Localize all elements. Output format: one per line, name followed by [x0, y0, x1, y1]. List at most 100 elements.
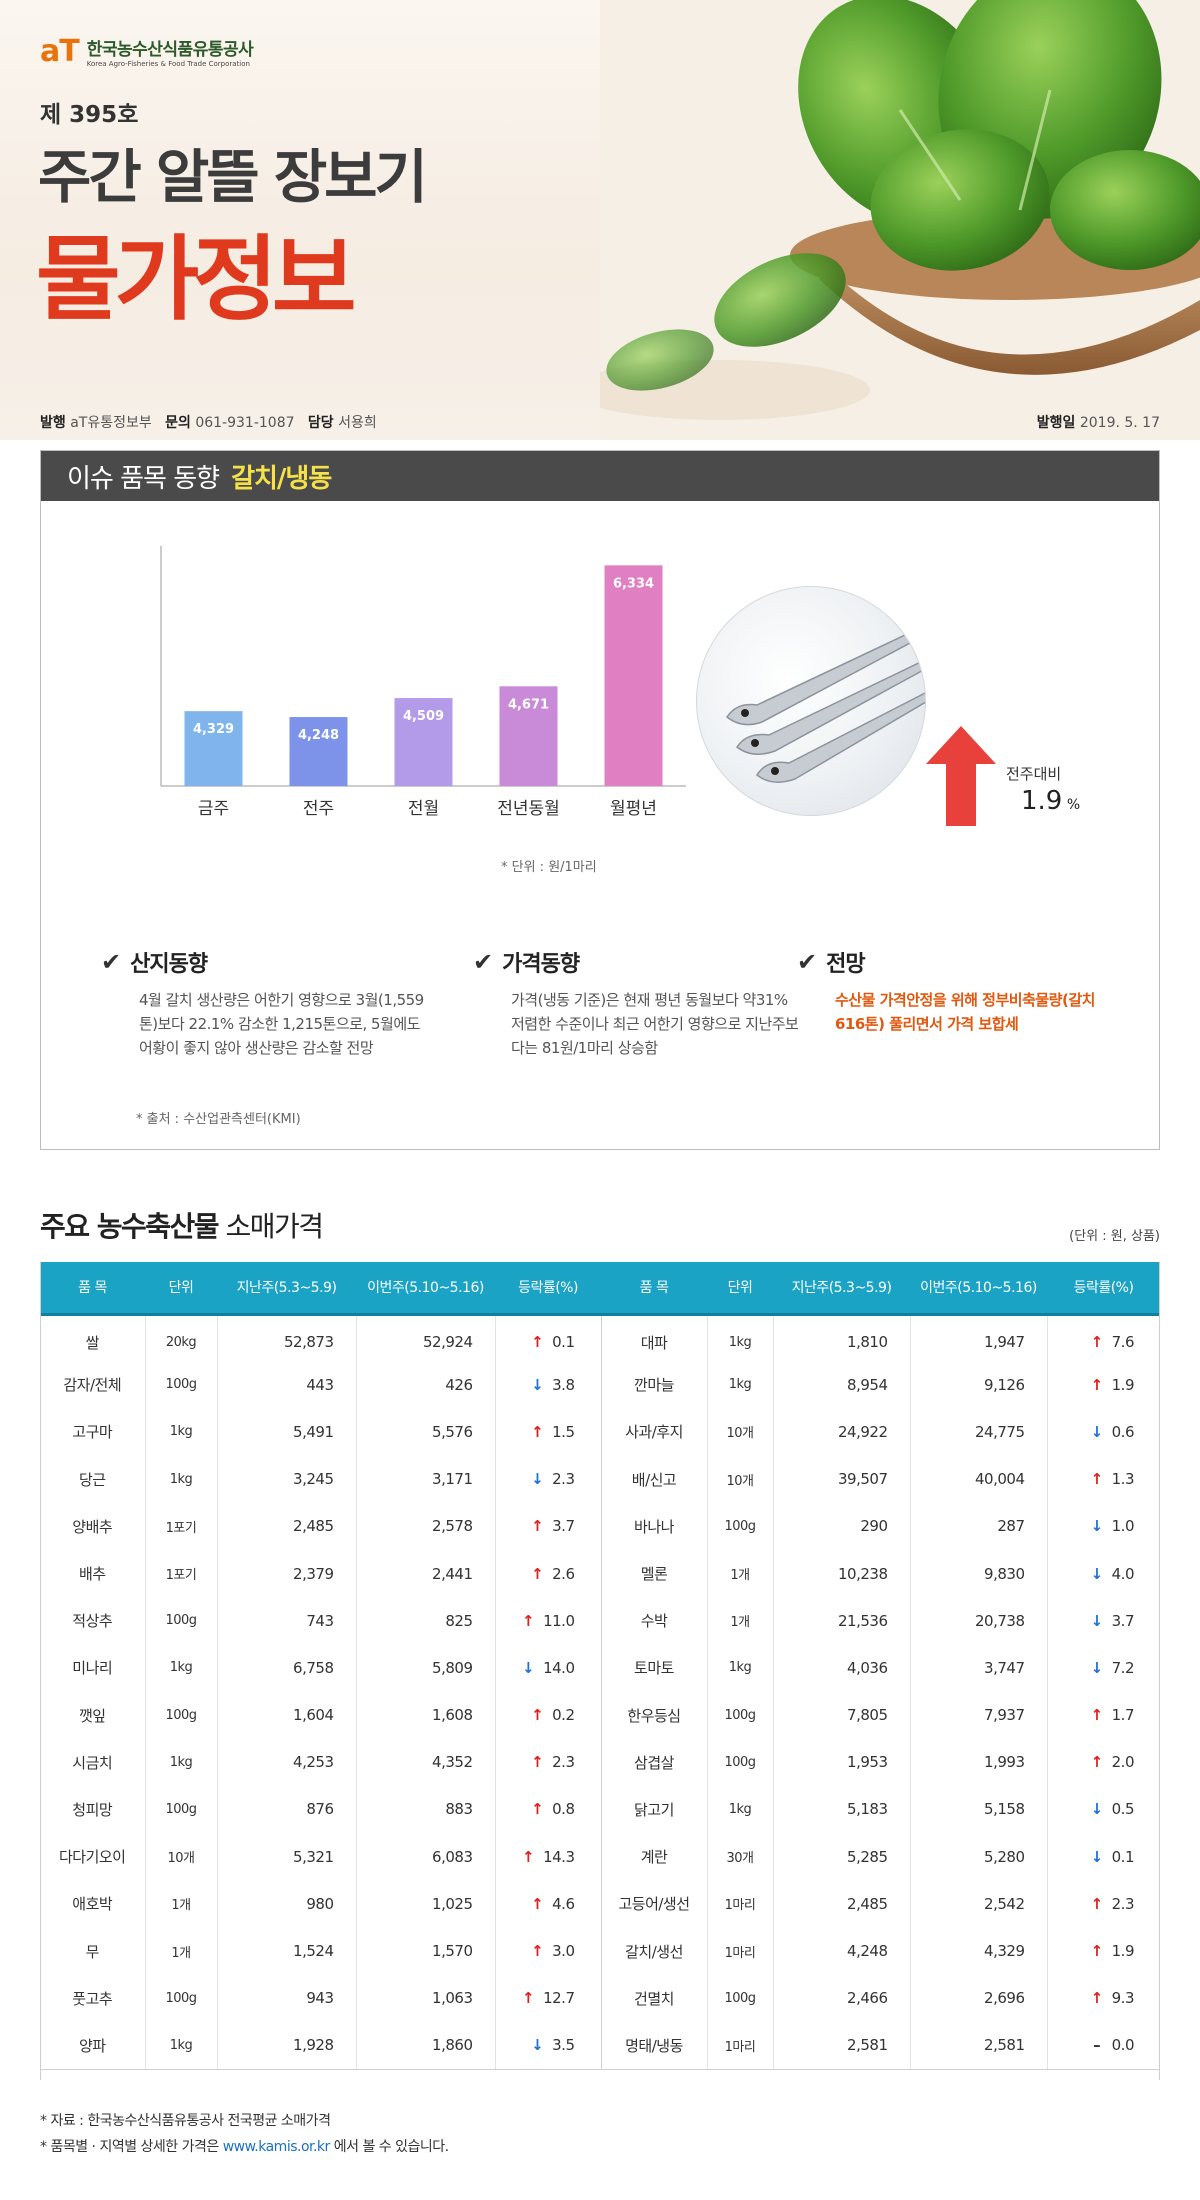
- item-name: 건멸치: [601, 1974, 708, 2022]
- item-name: 양배추: [40, 1502, 146, 1550]
- table-row: 애호박 1개 980 1,025 ↑ 4.6 고등어/생선 1마리 2,485 2,542 ↑ 2.3: [40, 1880, 1160, 1928]
- item-name: 적상추: [40, 1597, 146, 1645]
- table-row: 다다기오이 10개 5,321 6,083 ↑ 14.3 계란 30개 5,285 5,280 ↓ 0…: [40, 1833, 1160, 1881]
- change-label: 전주대비: [1006, 765, 1062, 783]
- table-row: 배추 1포기 2,379 2,441 ↑ 2.6 멜론 1개 10,238 9,830 ↓ 4.0: [40, 1549, 1160, 1598]
- change-rate-value: 2.3: [1111, 1894, 1135, 1913]
- table-row: 쌀 20kg 52,873 52,924 ↑ 0.1 대파 1kg 1,810 1,947 ↑ 7.6: [40, 1314, 1160, 1362]
- column-header: 등락률(%): [495, 1262, 601, 1316]
- arrow-up-icon: ↑: [531, 1753, 544, 1772]
- change-rate-value: 1.9: [1111, 1942, 1135, 1961]
- check-icon: ✔: [473, 948, 493, 976]
- item-unit: 1kg: [707, 1314, 774, 1362]
- prev-week-price: 2,466: [773, 1974, 911, 2022]
- prev-week-price: 2,379: [217, 1549, 357, 1598]
- change-rate: ↑ 3.7: [495, 1502, 602, 1550]
- column-header: 등락률(%): [1047, 1262, 1160, 1316]
- change-value: 1.9 %: [1021, 786, 1081, 816]
- arrow-up-icon: ↑: [531, 1706, 544, 1725]
- chart-value-label-3: 4,509: [403, 709, 444, 724]
- prev-week-price: 1,604: [217, 1691, 357, 1739]
- page-title: 주간 알뜰 장보기: [38, 143, 428, 211]
- item-unit: 20kg: [145, 1314, 218, 1362]
- this-week-price: 4,329: [910, 1927, 1048, 1975]
- item-name: 다다기오이: [40, 1833, 146, 1881]
- this-week-price: 6,083: [356, 1833, 496, 1881]
- production-trend: ✔ 산지동향 4월 갈치 생산량은 어한기 영향으로 3월(1,559톤)보다 2…: [101, 946, 431, 1060]
- change-rate-value: 1.5: [552, 1422, 575, 1441]
- item-unit: 100g: [145, 1597, 218, 1645]
- footer-link-note: * 품목별 · 지역별 상세한 가격은 www.kamis.or.kr 에서 볼…: [40, 2139, 449, 2155]
- production-trend-body: 4월 갈치 생산량은 어한기 영향으로 3월(1,559톤)보다 22.1% 감…: [139, 991, 424, 1057]
- prev-week-price: 10,238: [773, 1549, 911, 1598]
- issue-number: 제 395호: [40, 102, 139, 128]
- chart-bar-2: [289, 717, 348, 786]
- item-name: 깐마늘: [601, 1361, 708, 1409]
- change-rate-value: 0.0: [1111, 2036, 1135, 2055]
- item-unit: 1마리: [707, 2021, 774, 2070]
- prev-week-price: 1,928: [217, 2021, 357, 2070]
- issue-item-section: 이슈 품목 동향 갈치/냉동 4,329 금주 4,248 전주 4,509 전월 4,67…: [40, 450, 1160, 1150]
- item-name: 닭고기: [601, 1785, 708, 1834]
- change-rate: ↓ 14.0: [495, 1644, 602, 1692]
- item-unit: 100g: [145, 1974, 218, 2022]
- table-row: 깻잎 100g 1,604 1,608 ↑ 0.2 한우등심 100g 7,805 7,937 ↑ 1…: [40, 1691, 1160, 1739]
- change-rate-value: 3.5: [552, 2036, 575, 2055]
- item-name: 토마토: [601, 1644, 708, 1692]
- this-week-price: 2,578: [356, 1502, 496, 1550]
- change-rate-value: 2.3: [552, 1753, 575, 1772]
- change-rate-value: 0.1: [1111, 1847, 1135, 1866]
- kamis-link[interactable]: www.kamis.or.kr: [222, 2139, 331, 2155]
- change-rate-value: 1.0: [1111, 1517, 1135, 1536]
- change-rate-value: 7.2: [1111, 1658, 1135, 1677]
- item-name: 배/신고: [601, 1455, 708, 1503]
- change-rate: ↑ 2.6: [495, 1549, 602, 1598]
- publish-date: 발행일 2019. 5. 17: [1036, 415, 1160, 431]
- hairtail-fish-photo: [696, 586, 926, 816]
- change-rate: ↑ 1.9: [1047, 1927, 1160, 1974]
- item-name: 시금치: [40, 1738, 146, 1786]
- item-unit: 1kg: [145, 2021, 218, 2070]
- change-rate-value: 3.7: [1111, 1611, 1135, 1630]
- chart-category-label-4: 전년동월: [497, 799, 560, 819]
- chart-category-label-3: 전월: [408, 799, 439, 819]
- item-name: 고등어/생선: [601, 1880, 708, 1928]
- change-rate: ↑ 2.0: [1047, 1739, 1160, 1786]
- item-unit: 10개: [707, 1455, 774, 1503]
- table-row: 적상추 100g 743 825 ↑ 11.0 수박 1개 21,536 20,738 ↓ 3.7: [40, 1597, 1160, 1645]
- table-row: 풋고추 100g 943 1,063 ↑ 12.7 건멸치 100g 2,466 2,696 ↑ 9.…: [40, 1974, 1160, 2022]
- arrow-up-icon: ↑: [531, 1333, 544, 1352]
- prev-week-price: 4,248: [773, 1927, 911, 1975]
- change-rate-value: 7.6: [1111, 1333, 1135, 1352]
- item-name: 당근: [40, 1455, 146, 1503]
- item-unit: 10개: [707, 1408, 774, 1456]
- item-unit: 10개: [145, 1833, 218, 1881]
- logo-mark: aT: [40, 34, 80, 69]
- item-unit: 100g: [145, 1691, 218, 1739]
- change-rate: ↑ 7.6: [1047, 1314, 1160, 1361]
- prev-week-price: 4,036: [773, 1644, 911, 1692]
- publisher: aT유통정보부: [70, 415, 152, 431]
- price-trend: ✔ 가격동향 가격(냉동 기준)은 현재 평년 동월보다 약31% 저렴한 수준이…: [473, 946, 803, 1060]
- change-rate: ↑ 1.5: [495, 1408, 602, 1456]
- arrow-up-icon: ↑: [531, 1942, 544, 1961]
- item-unit: 1포기: [145, 1502, 218, 1550]
- change-rate-value: 4.0: [1111, 1564, 1135, 1583]
- arrow-up-icon: ↑: [522, 1847, 535, 1866]
- item-unit: 100g: [145, 1785, 218, 1834]
- change-rate: ↓ 1.0: [1047, 1503, 1160, 1550]
- column-header: 지난주(5.3~5.9): [773, 1262, 910, 1316]
- arrow-up-icon: ↑: [531, 1517, 544, 1536]
- column-header: 단위: [145, 1262, 217, 1316]
- arrow-down-icon: ↓: [1090, 1517, 1104, 1536]
- arrow-up-icon: ↑: [1090, 1706, 1104, 1725]
- item-name: 청피망: [40, 1785, 146, 1834]
- prev-week-price: 6,758: [217, 1644, 357, 1692]
- change-rate: ↑ 2.3: [495, 1738, 602, 1786]
- issue-section-label: 이슈 품목 동향: [67, 463, 220, 494]
- item-name: 한우등심: [601, 1691, 708, 1739]
- item-name: 대파: [601, 1314, 708, 1362]
- change-rate-value: 4.6: [552, 1894, 575, 1913]
- change-rate-value: 1.7: [1111, 1706, 1135, 1725]
- table-row: 감자/전체 100g 443 426 ↓ 3.8 깐마늘 1kg 8,954 9,126 ↑ 1.9: [40, 1361, 1160, 1409]
